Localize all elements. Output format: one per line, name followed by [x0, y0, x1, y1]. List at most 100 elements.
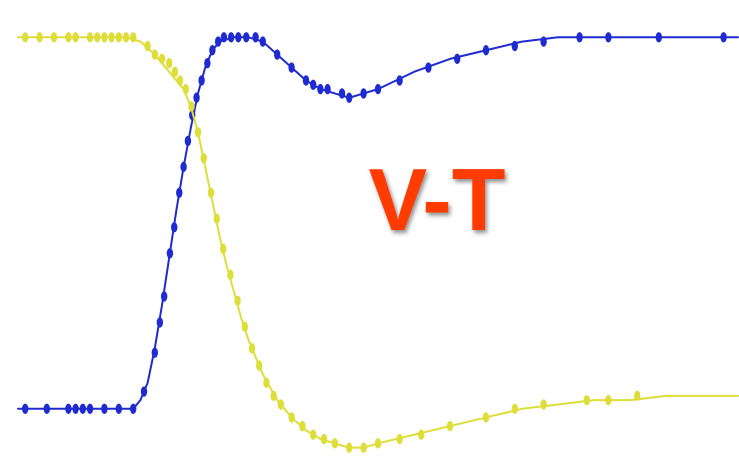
- series-1-marker-25: [227, 269, 234, 281]
- series-0-marker-5: [86, 403, 94, 414]
- series-0-marker-16: [180, 161, 187, 173]
- series-1-marker-31: [270, 390, 277, 402]
- series-0-marker-1: [43, 403, 50, 414]
- series-1-marker-16: [171, 66, 179, 78]
- series-0-marker-26: [235, 32, 242, 43]
- series-0-marker-28: [252, 32, 259, 43]
- series-0-marker-3: [72, 403, 79, 414]
- series-1-marker-26: [234, 295, 241, 306]
- series-0-marker-43: [482, 45, 490, 56]
- series-0-marker-36: [338, 88, 346, 99]
- series-0-marker-42: [454, 53, 461, 65]
- series-0-marker-46: [576, 32, 583, 43]
- series-0-marker-20: [198, 75, 205, 86]
- series-0-marker-11: [156, 317, 164, 328]
- series-0-marker-29: [259, 36, 266, 47]
- series-0-marker-0: [22, 403, 29, 414]
- series-0-marker-8: [130, 403, 137, 414]
- series-0-marker-38: [360, 88, 367, 99]
- series-1-marker-5: [86, 32, 94, 43]
- series-0-marker-25: [227, 32, 235, 43]
- series-0-marker-41: [425, 62, 432, 73]
- series-1-marker-3: [65, 32, 72, 43]
- series-0-marker-17: [184, 135, 192, 147]
- series-0-marker-45: [540, 36, 547, 47]
- series-0-marker-15: [176, 187, 183, 198]
- series-1-marker-12: [144, 40, 151, 52]
- series-1-marker-17: [176, 75, 184, 86]
- series-0-marker-35: [324, 83, 331, 95]
- series-0-marker-44: [511, 40, 518, 52]
- series-1-marker-42: [418, 429, 425, 440]
- series-1-marker-27: [241, 321, 248, 332]
- series-0-marker-19: [193, 92, 200, 103]
- series-1-marker-47: [583, 394, 590, 406]
- series-1-marker-40: [374, 438, 382, 449]
- series-1-marker-8: [108, 32, 115, 43]
- series-1-marker-34: [299, 420, 306, 432]
- series-0-marker-47: [605, 32, 612, 43]
- series-1-marker-39: [360, 442, 367, 453]
- series-0-marker-2: [65, 403, 72, 414]
- series-1-marker-4: [72, 32, 79, 43]
- series-1-marker-41: [396, 433, 403, 445]
- series-1-marker-44: [482, 412, 490, 423]
- series-1-marker-13: [151, 49, 158, 60]
- chart-annotation-label: V-T: [369, 150, 506, 249]
- series-0-marker-37: [346, 92, 353, 103]
- series-1-marker-24: [220, 243, 227, 255]
- series-1-marker-7: [101, 32, 108, 43]
- series-1-marker-21: [200, 153, 207, 164]
- plot-layer: [17, 32, 739, 453]
- series-1-marker-10: [122, 32, 130, 43]
- series-1-marker-9: [115, 32, 123, 43]
- series-0-marker-27: [243, 32, 250, 43]
- series-1-marker-14: [158, 53, 166, 65]
- series-0-marker-33: [310, 79, 317, 91]
- series-0-marker-13: [166, 248, 174, 259]
- series-1-marker-20: [194, 127, 202, 138]
- series-0-marker-14: [171, 222, 178, 233]
- series-1-marker-23: [213, 213, 220, 224]
- series-0-marker-4: [79, 403, 87, 414]
- series-1-marker-30: [263, 377, 270, 389]
- series-0-marker-40: [396, 75, 403, 86]
- series-1-marker-22: [207, 187, 215, 198]
- series-1-marker-46: [540, 399, 547, 410]
- series-1: [17, 32, 739, 453]
- series-1-marker-33: [288, 412, 295, 423]
- series-1-marker-6: [94, 32, 101, 43]
- series-0-marker-30: [274, 49, 281, 60]
- series-1-marker-29: [256, 360, 263, 371]
- series-1-line: [17, 36, 739, 449]
- series-1-marker-37: [331, 438, 338, 449]
- label-layer: V-T: [369, 150, 506, 249]
- series-1-marker-2: [50, 32, 58, 43]
- series-0-marker-49: [720, 32, 727, 43]
- series-0-marker-39: [374, 83, 382, 95]
- series-1-marker-11: [130, 32, 137, 43]
- series-1-marker-49: [634, 390, 641, 402]
- series-0-marker-12: [160, 291, 168, 302]
- series-1-marker-43: [446, 420, 454, 432]
- series-0-marker-24: [220, 32, 228, 43]
- series-0-marker-48: [655, 32, 662, 43]
- series-0-marker-21: [204, 58, 211, 69]
- series-1-marker-45: [511, 403, 518, 414]
- series-0-marker-6: [101, 403, 108, 414]
- series-1-marker-38: [346, 442, 353, 453]
- series-1-marker-36: [320, 433, 328, 445]
- series-1-marker-1: [36, 32, 43, 43]
- series-1-marker-32: [277, 399, 284, 410]
- series-0-marker-22: [209, 45, 216, 56]
- series-0-marker-23: [214, 36, 222, 47]
- series-0-marker-31: [288, 62, 295, 73]
- series-1-marker-48: [605, 394, 612, 406]
- series-0-marker-10: [151, 347, 158, 358]
- series-1-marker-15: [166, 58, 173, 69]
- series-1-marker-0: [22, 32, 29, 43]
- series-0-marker-32: [302, 75, 310, 86]
- series-1-marker-18: [182, 83, 189, 95]
- series-0-marker-34: [317, 83, 324, 95]
